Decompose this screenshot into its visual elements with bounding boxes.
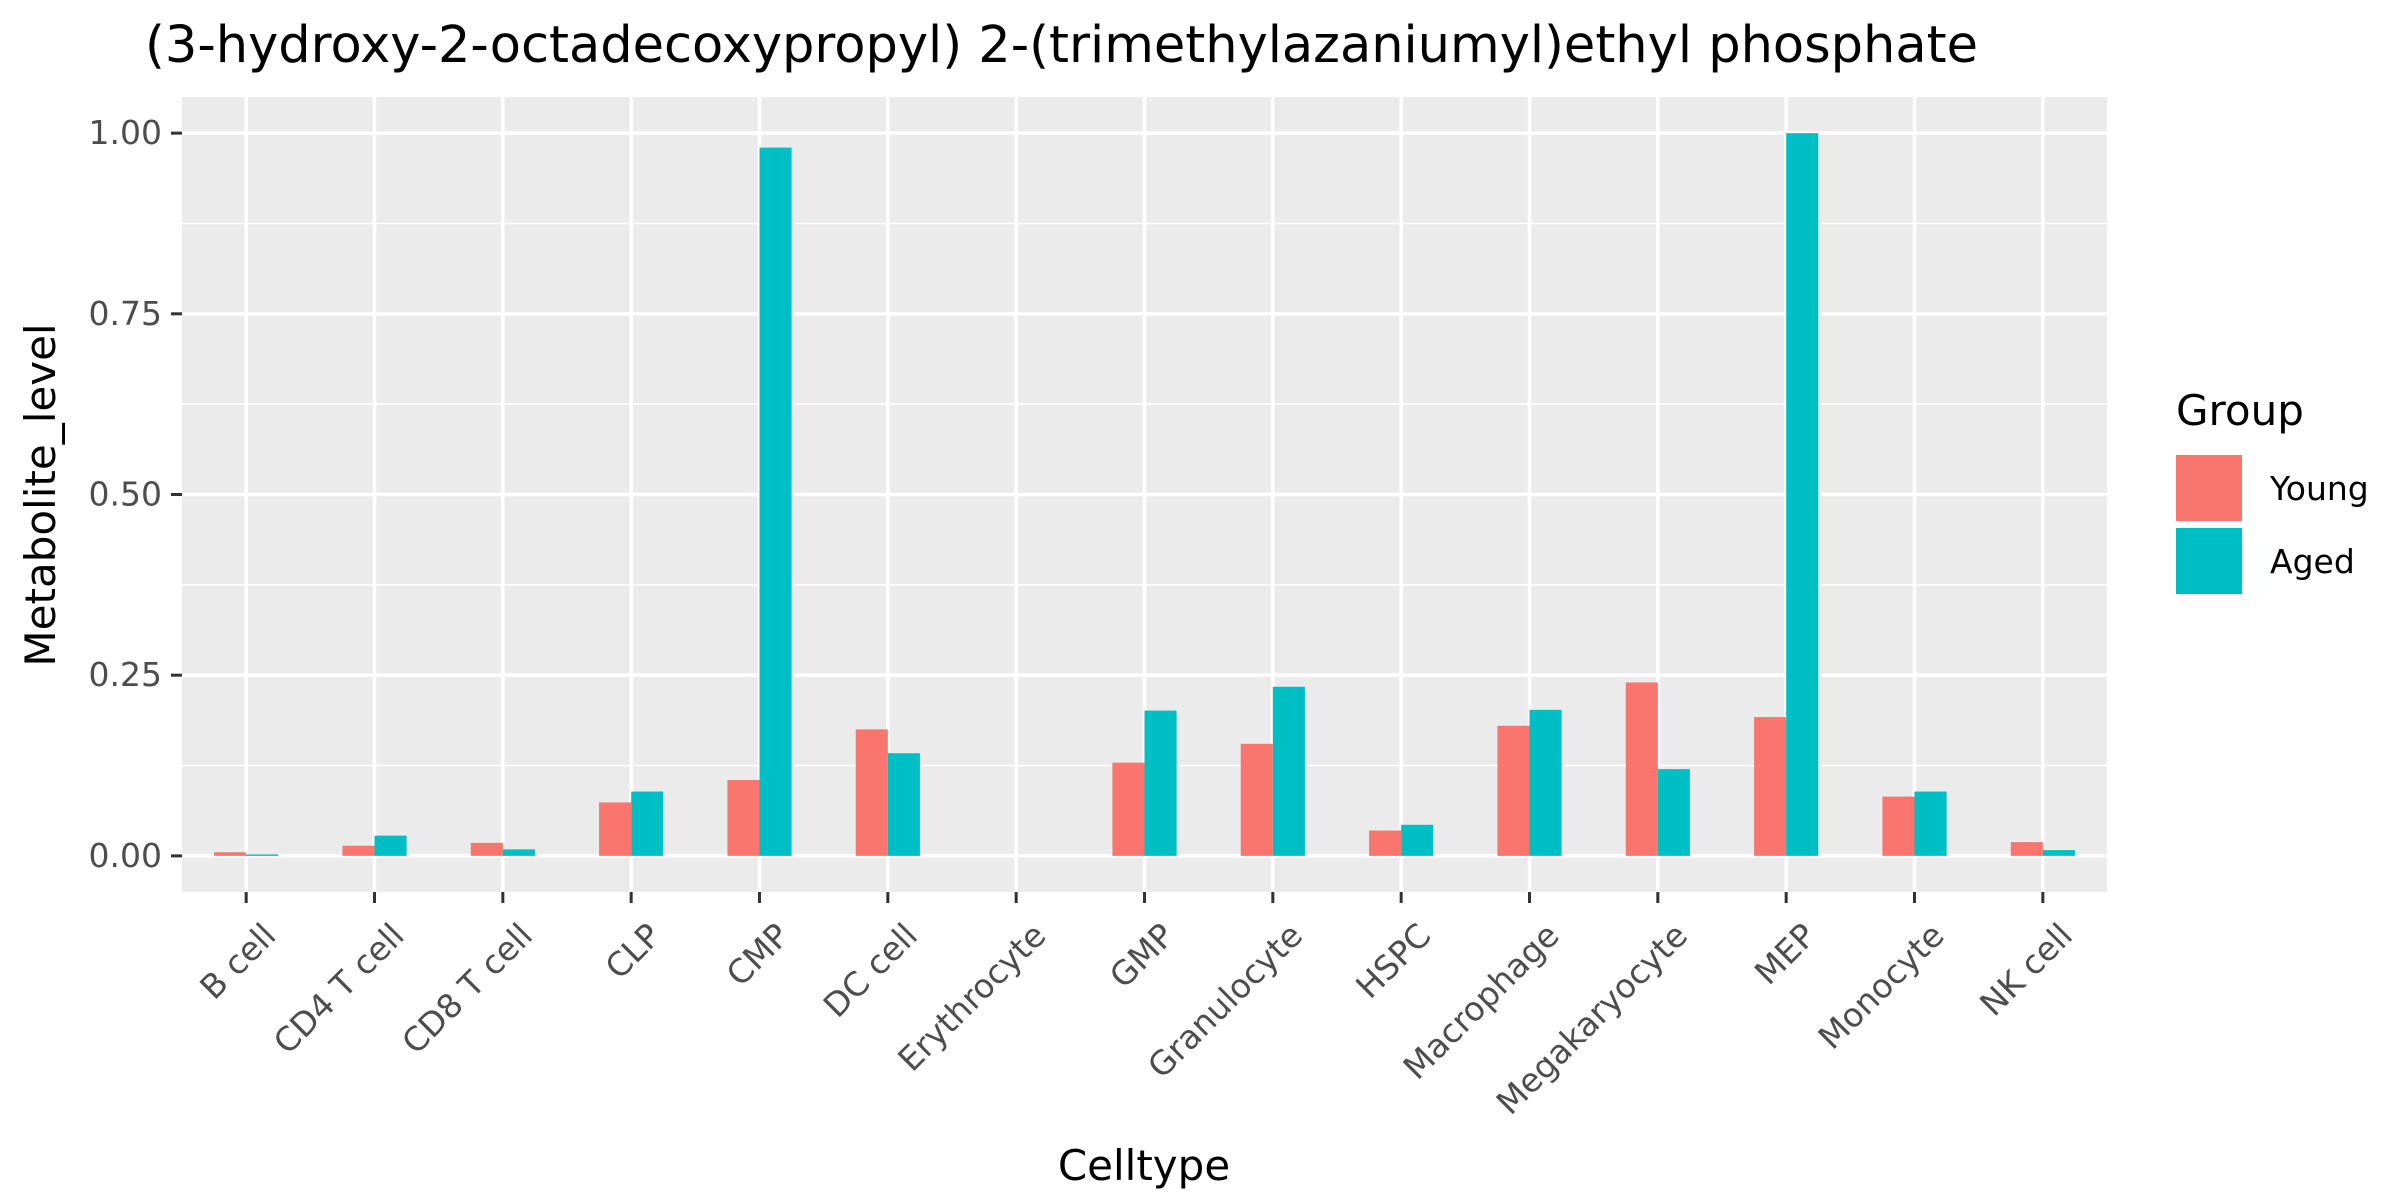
x-tick-label: CMP — [719, 916, 797, 994]
y-tick-label: 0.75 — [89, 294, 162, 333]
y-tick-label: 0.00 — [89, 836, 162, 875]
bar-aged — [1401, 824, 1434, 856]
bar-young — [470, 842, 503, 856]
x-tick-label: HSPC — [1348, 916, 1438, 1006]
bar-aged — [1144, 710, 1177, 856]
bar-young — [855, 729, 888, 856]
legend: Group Young Aged — [2176, 386, 2369, 594]
x-tick-label: DC cell — [816, 916, 925, 1025]
x-tick-label: NK cell — [1972, 916, 2080, 1024]
y-tick-label: 0.25 — [89, 655, 162, 694]
bar-aged — [2042, 850, 2075, 856]
legend-key-young — [2176, 455, 2242, 521]
bar-aged — [887, 753, 920, 856]
legend-label-young: Young — [2269, 469, 2369, 508]
x-axis-title: Celltype — [1058, 1141, 1230, 1190]
bars — [214, 133, 2075, 856]
x-tick-label: CLP — [597, 916, 668, 987]
bar-young — [342, 845, 375, 856]
x-tick-label: CD8 T cell — [394, 916, 540, 1062]
legend-items: Young Aged — [2176, 455, 2369, 594]
bar-young — [1240, 743, 1273, 856]
bar-aged — [759, 147, 792, 856]
y-tick-label: 0.50 — [89, 475, 162, 514]
bar-young — [1369, 830, 1402, 856]
legend-key-aged — [2176, 528, 2242, 594]
bar-aged — [502, 849, 535, 856]
x-tick-label: MEP — [1747, 916, 1824, 993]
legend-label-aged: Aged — [2270, 542, 2355, 581]
bar-aged — [246, 854, 279, 856]
bar-young — [1497, 725, 1530, 856]
y-axis-title: Metabolite_level — [16, 323, 65, 666]
bar-young — [2010, 842, 2043, 856]
bar-young — [1882, 796, 1915, 856]
x-tick-label: B cell — [192, 916, 283, 1007]
x-tick-label: Monocyte — [1810, 916, 1951, 1057]
legend-title: Group — [2176, 386, 2304, 435]
bar-young — [1112, 762, 1145, 856]
bar-aged — [1786, 133, 1819, 856]
x-tick-label: GMP — [1102, 916, 1182, 996]
chart-title: (3-hydroxy-2-octadecoxypropyl) 2-(trimet… — [145, 16, 1978, 75]
y-tick-label: 1.00 — [89, 113, 162, 152]
bar-aged — [374, 835, 407, 856]
bar-young — [727, 779, 760, 856]
bar-young — [214, 852, 247, 856]
bar-aged — [1272, 686, 1305, 856]
bar-aged — [1914, 791, 1947, 856]
bar-young — [1754, 717, 1787, 856]
y-axis: 0.00 0.25 0.50 0.75 1.00 — [89, 113, 182, 875]
bar-aged — [1657, 769, 1690, 856]
bar-aged — [1529, 709, 1562, 856]
bar-aged — [631, 791, 664, 856]
x-tick-label: CD4 T cell — [266, 916, 412, 1062]
bar-young — [1625, 682, 1658, 856]
bar-young — [599, 802, 632, 856]
